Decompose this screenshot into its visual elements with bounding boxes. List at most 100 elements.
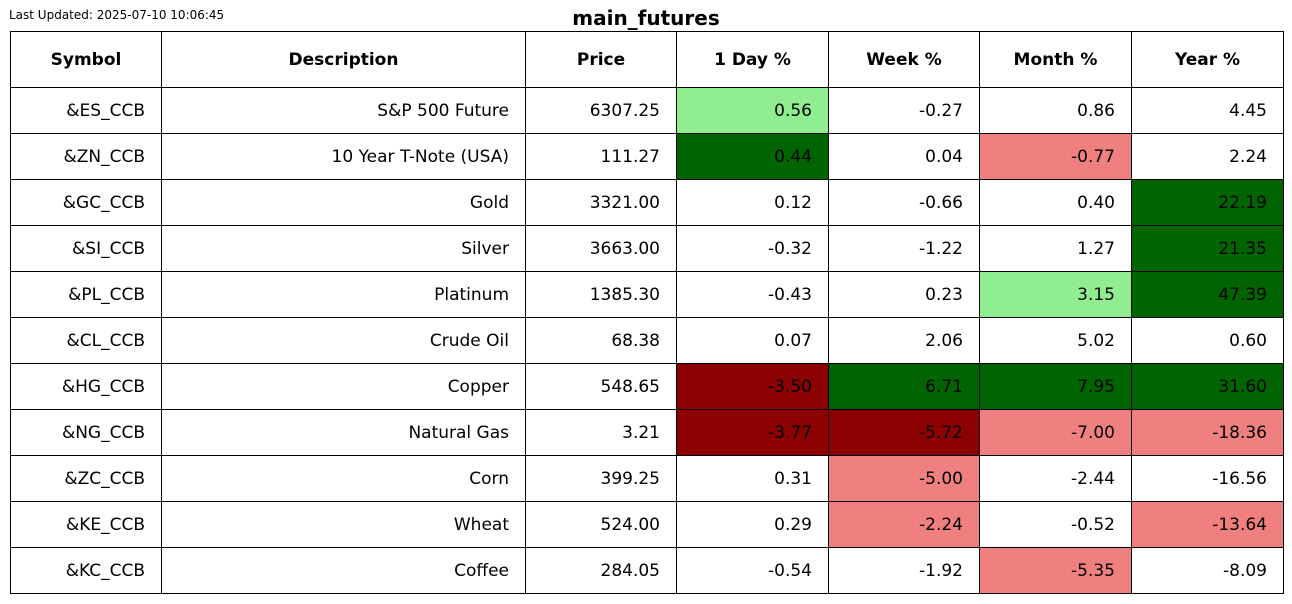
percent-cell: 47.39 — [1131, 271, 1284, 318]
description-cell: Wheat — [161, 501, 526, 548]
price-cell: 1385.30 — [525, 271, 677, 318]
price-cell: 3.21 — [525, 409, 677, 456]
description-cell: Platinum — [161, 271, 526, 318]
percent-cell: 0.29 — [676, 501, 829, 548]
percent-cell: -0.52 — [979, 501, 1132, 548]
percent-cell: 7.95 — [979, 363, 1132, 410]
percent-cell: -7.00 — [979, 409, 1132, 456]
table-row: &NG_CCB Natural Gas 3.21 -3.77 -5.72 -7.00 -18… — [10, 409, 1284, 456]
percent-cell: 0.40 — [979, 179, 1132, 226]
percent-cell: 0.56 — [676, 87, 829, 134]
symbol-cell: &PL_CCB — [10, 271, 162, 318]
table-row: &ES_CCB S&P 500 Future 6307.25 0.56 -0.27 0.8… — [10, 87, 1284, 134]
table-row: &GC_CCB Gold 3321.00 0.12 -0.66 0.40 22.19 — [10, 179, 1284, 226]
percent-cell: -0.43 — [676, 271, 829, 318]
percent-cell: 6.71 — [828, 363, 980, 410]
percent-cell: 0.23 — [828, 271, 980, 318]
symbol-cell: &HG_CCB — [10, 363, 162, 410]
last-updated-text: Last Updated: 2025-07-10 10:06:45 — [9, 8, 225, 22]
percent-cell: 2.06 — [828, 317, 980, 364]
description-cell: Crude Oil — [161, 317, 526, 364]
percent-cell: -2.44 — [979, 455, 1132, 502]
table-row: &ZC_CCB Corn 399.25 0.31 -5.00 -2.44 -16.56 — [10, 455, 1284, 502]
header-row: Symbol Description Price 1 Day % Week % … — [10, 31, 1284, 88]
percent-cell: 5.02 — [979, 317, 1132, 364]
percent-cell: 0.31 — [676, 455, 829, 502]
percent-cell: -2.24 — [828, 501, 980, 548]
column-header: Price — [525, 31, 677, 88]
percent-cell: -5.00 — [828, 455, 980, 502]
percent-cell: -13.64 — [1131, 501, 1284, 548]
percent-cell: -0.27 — [828, 87, 980, 134]
symbol-cell: &GC_CCB — [10, 179, 162, 226]
percent-cell: -16.56 — [1131, 455, 1284, 502]
percent-cell: -0.54 — [676, 547, 829, 594]
percent-cell: -0.32 — [676, 225, 829, 272]
percent-cell: 0.04 — [828, 133, 980, 180]
description-cell: Natural Gas — [161, 409, 526, 456]
table-row: &CL_CCB Crude Oil 68.38 0.07 2.06 5.02 0.60 — [10, 317, 1284, 364]
percent-cell: -18.36 — [1131, 409, 1284, 456]
percent-cell: -3.50 — [676, 363, 829, 410]
symbol-cell: &ZN_CCB — [10, 133, 162, 180]
percent-cell: 2.24 — [1131, 133, 1284, 180]
percent-cell: 31.60 — [1131, 363, 1284, 410]
description-cell: Corn — [161, 455, 526, 502]
description-cell: Gold — [161, 179, 526, 226]
description-cell: Copper — [161, 363, 526, 410]
symbol-cell: &CL_CCB — [10, 317, 162, 364]
column-header: Week % — [828, 31, 980, 88]
percent-cell: 0.60 — [1131, 317, 1284, 364]
symbol-cell: &NG_CCB — [10, 409, 162, 456]
percent-cell: 4.45 — [1131, 87, 1284, 134]
price-cell: 6307.25 — [525, 87, 677, 134]
percent-cell: -1.92 — [828, 547, 980, 594]
table-row: &KC_CCB Coffee 284.05 -0.54 -1.92 -5.35 -8.09 — [10, 547, 1284, 594]
table-row: &KE_CCB Wheat 524.00 0.29 -2.24 -0.52 -13.64 — [10, 501, 1284, 548]
percent-cell: 0.07 — [676, 317, 829, 364]
percent-cell: 3.15 — [979, 271, 1132, 318]
symbol-cell: &KC_CCB — [10, 547, 162, 594]
table-row: &SI_CCB Silver 3663.00 -0.32 -1.22 1.27 21.35 — [10, 225, 1284, 272]
table-body: &ES_CCB S&P 500 Future 6307.25 0.56 -0.27 0.8… — [10, 87, 1284, 594]
price-cell: 3663.00 — [525, 225, 677, 272]
percent-cell: 0.44 — [676, 133, 829, 180]
price-cell: 524.00 — [525, 501, 677, 548]
percent-cell: -0.66 — [828, 179, 980, 226]
percent-cell: -1.22 — [828, 225, 980, 272]
percent-cell: -0.77 — [979, 133, 1132, 180]
column-header: Description — [161, 31, 526, 88]
percent-cell: 0.12 — [676, 179, 829, 226]
percent-cell: 0.86 — [979, 87, 1132, 134]
percent-cell: -5.72 — [828, 409, 980, 456]
percent-cell: -3.77 — [676, 409, 829, 456]
futures-table: Symbol Description Price 1 Day % Week % … — [10, 31, 1284, 594]
percent-cell: -5.35 — [979, 547, 1132, 594]
price-cell: 68.38 — [525, 317, 677, 364]
percent-cell: 21.35 — [1131, 225, 1284, 272]
price-cell: 284.05 — [525, 547, 677, 594]
table-row: &HG_CCB Copper 548.65 -3.50 6.71 7.95 31.60 — [10, 363, 1284, 410]
table-row: &PL_CCB Platinum 1385.30 -0.43 0.23 3.15 47.39 — [10, 271, 1284, 318]
table-row: &ZN_CCB 10 Year T-Note (USA) 111.27 0.44 0.0… — [10, 133, 1284, 180]
price-cell: 399.25 — [525, 455, 677, 502]
table-title: main_futures — [572, 6, 720, 30]
percent-cell: 22.19 — [1131, 179, 1284, 226]
description-cell: Silver — [161, 225, 526, 272]
price-cell: 3321.00 — [525, 179, 677, 226]
description-cell: Coffee — [161, 547, 526, 594]
column-header: Month % — [979, 31, 1132, 88]
column-header: Year % — [1131, 31, 1284, 88]
description-cell: 10 Year T-Note (USA) — [161, 133, 526, 180]
price-cell: 111.27 — [525, 133, 677, 180]
symbol-cell: &ES_CCB — [10, 87, 162, 134]
price-cell: 548.65 — [525, 363, 677, 410]
column-header: 1 Day % — [676, 31, 829, 88]
percent-cell: 1.27 — [979, 225, 1132, 272]
symbol-cell: &ZC_CCB — [10, 455, 162, 502]
symbol-cell: &KE_CCB — [10, 501, 162, 548]
percent-cell: -8.09 — [1131, 547, 1284, 594]
column-header: Symbol — [10, 31, 162, 88]
symbol-cell: &SI_CCB — [10, 225, 162, 272]
description-cell: S&P 500 Future — [161, 87, 526, 134]
